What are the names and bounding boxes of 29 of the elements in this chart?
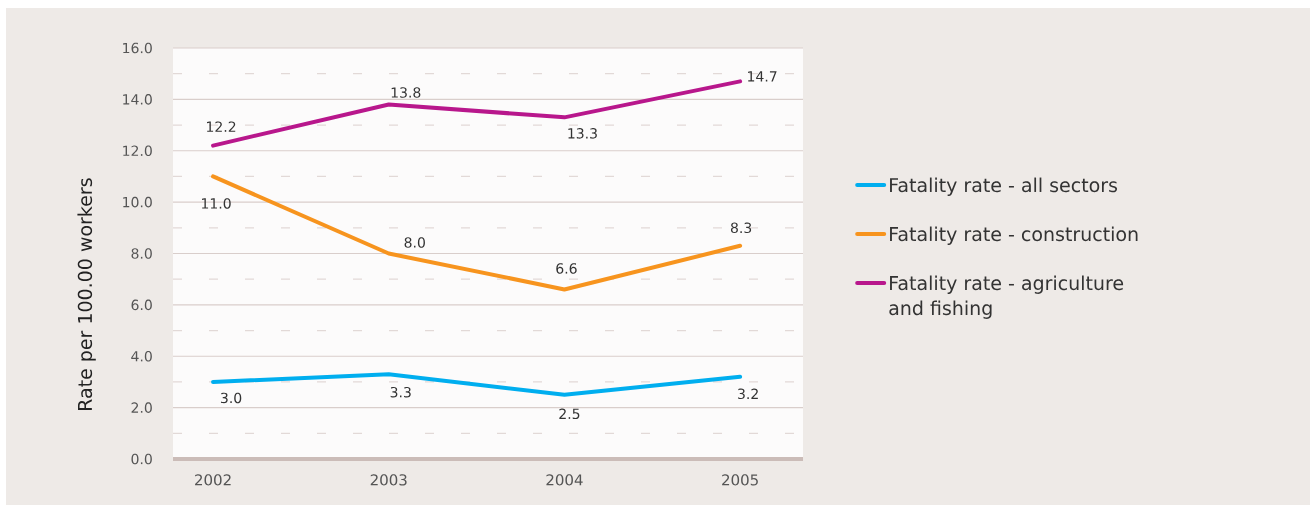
- y-tick-label: 4.0: [131, 350, 152, 362]
- legend-label: Fatality rate - agriculture and fishing: [889, 275, 1124, 319]
- data-label: 3.2: [738, 388, 758, 400]
- x-tick-label: 2002: [195, 474, 231, 486]
- y-tick-label: 10.0: [123, 196, 152, 208]
- y-tick-label: 2.0: [131, 402, 152, 413]
- legend-label: Fatality rate - construction: [890, 226, 1138, 245]
- y-axis-title: Rate per 100.00 workers: [77, 178, 96, 410]
- data-label: 6.6: [556, 263, 577, 274]
- data-label: 8.0: [404, 237, 425, 248]
- y-tick-label: 6.0: [131, 299, 152, 311]
- y-tick-label: 14.0: [123, 94, 152, 105]
- y-tick-label: 0.0: [131, 453, 152, 465]
- x-tick-label: 2003: [370, 474, 407, 486]
- data-label: 12.2: [207, 121, 236, 132]
- legend-label: Fatality rate - all sectors: [890, 177, 1118, 196]
- data-label: 8.3: [730, 222, 752, 234]
- x-tick-label: 2005: [722, 474, 758, 486]
- y-tick-label: 16.0: [123, 42, 152, 54]
- data-label: 14.7: [748, 71, 777, 82]
- data-label: 11.0: [202, 198, 231, 209]
- y-tick-label: 12.0: [123, 145, 152, 157]
- data-label: 3.0: [220, 392, 242, 404]
- data-label: 3.3: [390, 386, 411, 398]
- data-label: 13.8: [391, 87, 421, 98]
- data-label: 13.3: [568, 128, 597, 139]
- x-tick-label: 2004: [546, 474, 583, 486]
- y-tick-label: 8.0: [131, 248, 152, 259]
- data-label: 2.5: [559, 408, 580, 420]
